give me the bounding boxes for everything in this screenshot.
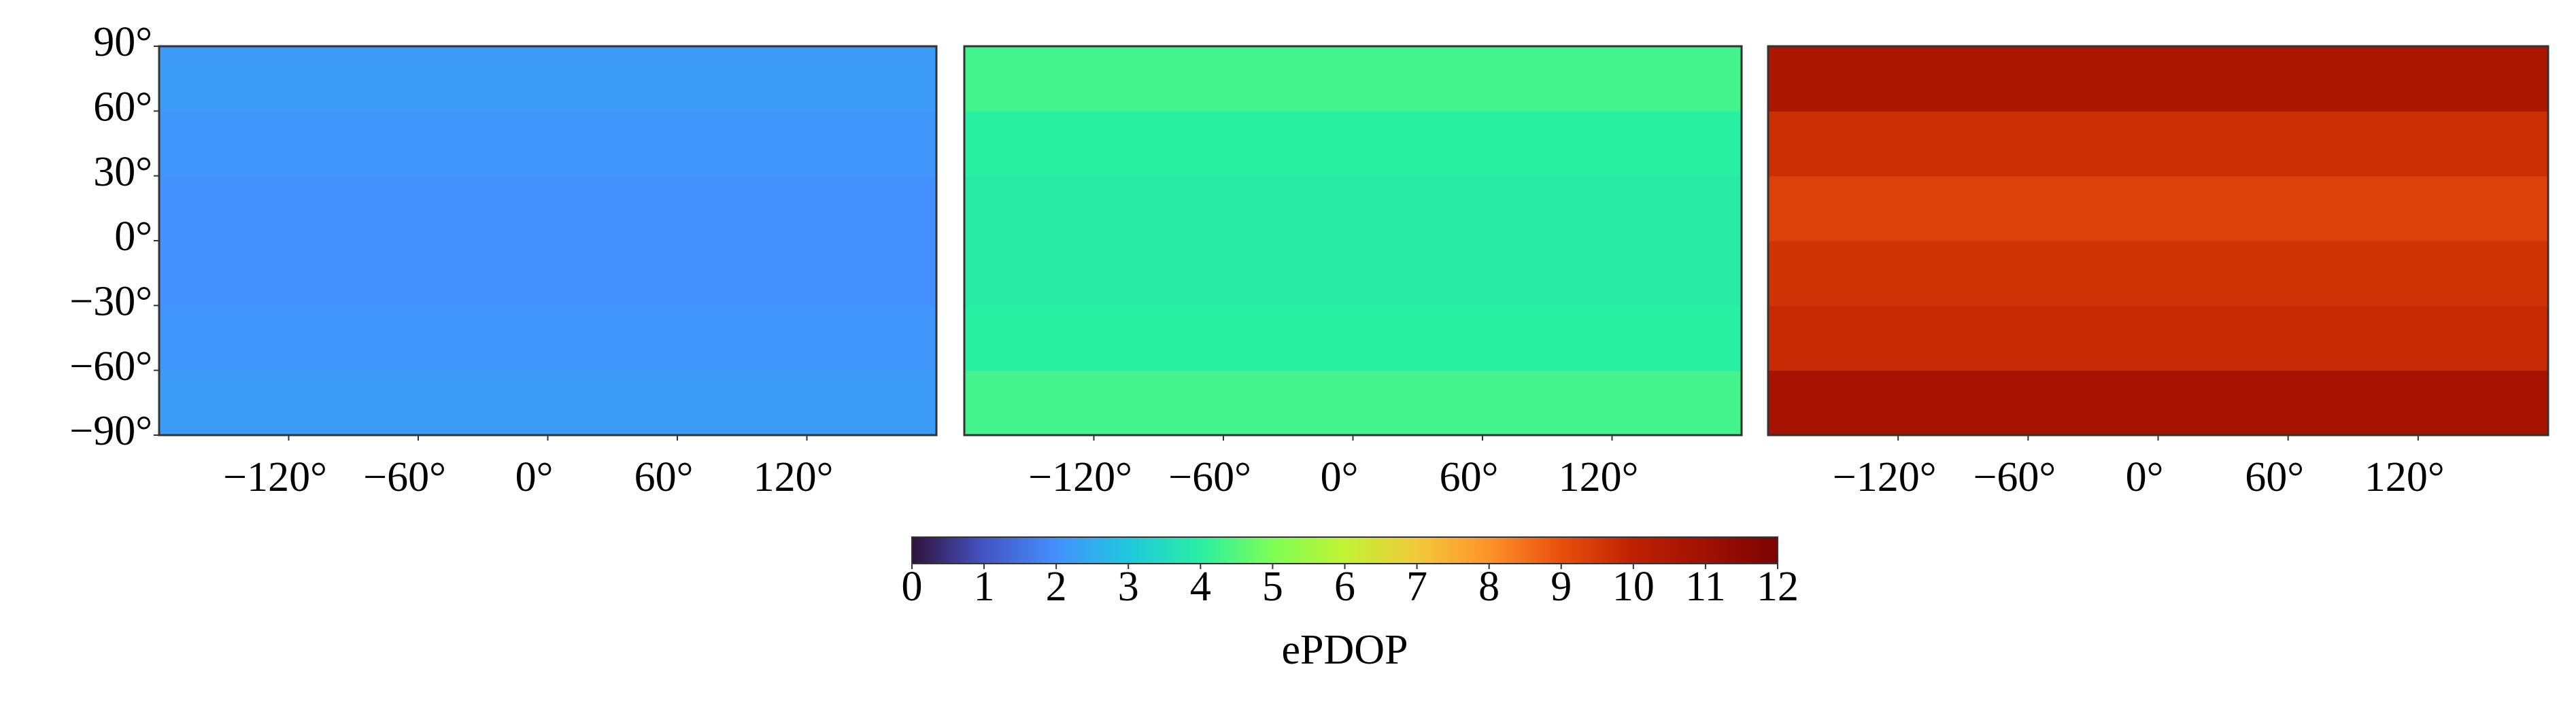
x-tick-label: −60° [363, 454, 446, 500]
y-tick-label: 30° [93, 149, 152, 195]
colorbar-label: ePDOP [1281, 627, 1408, 673]
x-tick-label: −120° [1028, 454, 1132, 500]
x-tick-label: 120° [753, 454, 834, 500]
heat-band [964, 370, 1742, 436]
heat-band [1768, 175, 2548, 241]
x-tick-label: 0° [2126, 454, 2164, 500]
heat-band [964, 305, 1742, 371]
colorbar [911, 536, 1778, 564]
colorbar-tick-label: 4 [1190, 564, 1211, 610]
heat-band [159, 175, 936, 241]
colorbar-tick-label: 8 [1478, 564, 1499, 610]
y-tick-label: 0° [114, 213, 152, 260]
heat-band [159, 305, 936, 371]
colorbar-tick-label: 1 [974, 564, 995, 610]
y-tick-label: 60° [93, 84, 152, 131]
heat-band [1768, 111, 2548, 177]
heat-band [159, 111, 936, 177]
heat-band [1768, 305, 2548, 371]
x-tick-label: 60° [1440, 454, 1499, 500]
heat-band [159, 46, 936, 112]
heat-band [159, 241, 936, 306]
x-tick-label: −60° [1168, 454, 1251, 500]
heat-band [964, 175, 1742, 241]
x-tick-label: 120° [2365, 454, 2445, 500]
colorbar-tick-label: 9 [1550, 564, 1572, 610]
y-tick-label: −30° [69, 279, 152, 325]
heat-band [1768, 370, 2548, 436]
colorbar-tick-label: 7 [1406, 564, 1427, 610]
heat-band [964, 241, 1742, 306]
y-tick-label: −60° [69, 343, 152, 390]
x-tick-label: 60° [2245, 454, 2304, 500]
heat-band [159, 370, 936, 436]
heat-band [1768, 46, 2548, 112]
x-tick-label: −120° [223, 454, 327, 500]
colorbar-tick-label: 12 [1757, 564, 1799, 610]
colorbar-tick-label: 2 [1046, 564, 1067, 610]
x-tick-label: 120° [1559, 454, 1639, 500]
heat-band [1768, 241, 2548, 306]
colorbar-tick-label: 6 [1334, 564, 1355, 610]
x-tick-label: 60° [634, 454, 694, 500]
x-tick-label: −60° [1973, 454, 2056, 500]
y-tick-label: −90° [69, 408, 152, 454]
colorbar-tick-label: 10 [1612, 564, 1655, 610]
colorbar-tick-label: 5 [1262, 564, 1283, 610]
x-tick-label: 0° [515, 454, 554, 500]
colorbar-tick-label: 3 [1118, 564, 1139, 610]
colorbar-tick-label: 11 [1685, 564, 1726, 610]
colorbar-tick-label: 0 [902, 564, 923, 610]
heat-band [964, 46, 1742, 112]
y-tick-label: 90° [93, 19, 152, 65]
x-tick-label: 0° [1321, 454, 1359, 500]
x-tick-label: −120° [1833, 454, 1937, 500]
heat-band [964, 111, 1742, 177]
